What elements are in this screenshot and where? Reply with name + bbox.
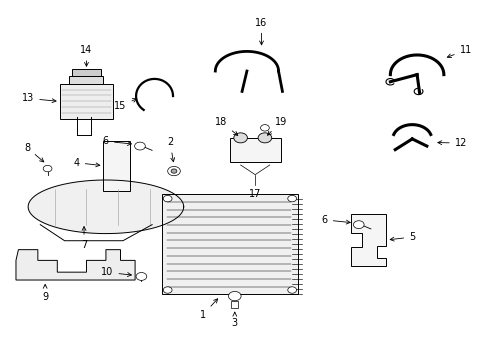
Bar (231, 301, 238, 307)
Text: 17: 17 (248, 189, 261, 199)
Polygon shape (16, 249, 135, 280)
Text: 13: 13 (22, 93, 56, 103)
Text: 15: 15 (114, 99, 136, 111)
Text: 6: 6 (102, 136, 131, 146)
Circle shape (136, 273, 146, 280)
Circle shape (167, 166, 180, 176)
Text: 16: 16 (255, 18, 267, 45)
Bar (72, 69, 101, 76)
Circle shape (134, 142, 145, 150)
Text: 5: 5 (389, 232, 414, 242)
Text: 9: 9 (42, 284, 48, 302)
Bar (60, 84, 113, 119)
Bar (103, 141, 130, 191)
Text: 7: 7 (81, 226, 87, 250)
Circle shape (163, 195, 172, 202)
Circle shape (353, 221, 364, 229)
Text: 19: 19 (267, 117, 286, 135)
Circle shape (233, 133, 247, 143)
Circle shape (43, 165, 52, 172)
Text: 3: 3 (231, 312, 237, 328)
Circle shape (171, 169, 177, 173)
Circle shape (228, 292, 241, 301)
Bar (69, 76, 103, 84)
Text: 2: 2 (166, 138, 174, 162)
Bar (229, 138, 281, 162)
Text: 12: 12 (437, 138, 466, 148)
Text: 11: 11 (447, 45, 471, 58)
Bar (162, 194, 297, 294)
Text: 6: 6 (321, 215, 349, 225)
Circle shape (163, 287, 172, 293)
Text: 18: 18 (215, 117, 237, 135)
Text: 10: 10 (101, 267, 131, 277)
Polygon shape (351, 214, 386, 266)
Circle shape (287, 195, 296, 202)
Text: 14: 14 (80, 45, 92, 66)
Polygon shape (28, 180, 183, 234)
Text: 8: 8 (24, 143, 44, 162)
Circle shape (258, 133, 271, 143)
Circle shape (287, 287, 296, 293)
Circle shape (260, 125, 269, 131)
Text: 4: 4 (74, 158, 100, 168)
Text: 1: 1 (200, 299, 217, 320)
